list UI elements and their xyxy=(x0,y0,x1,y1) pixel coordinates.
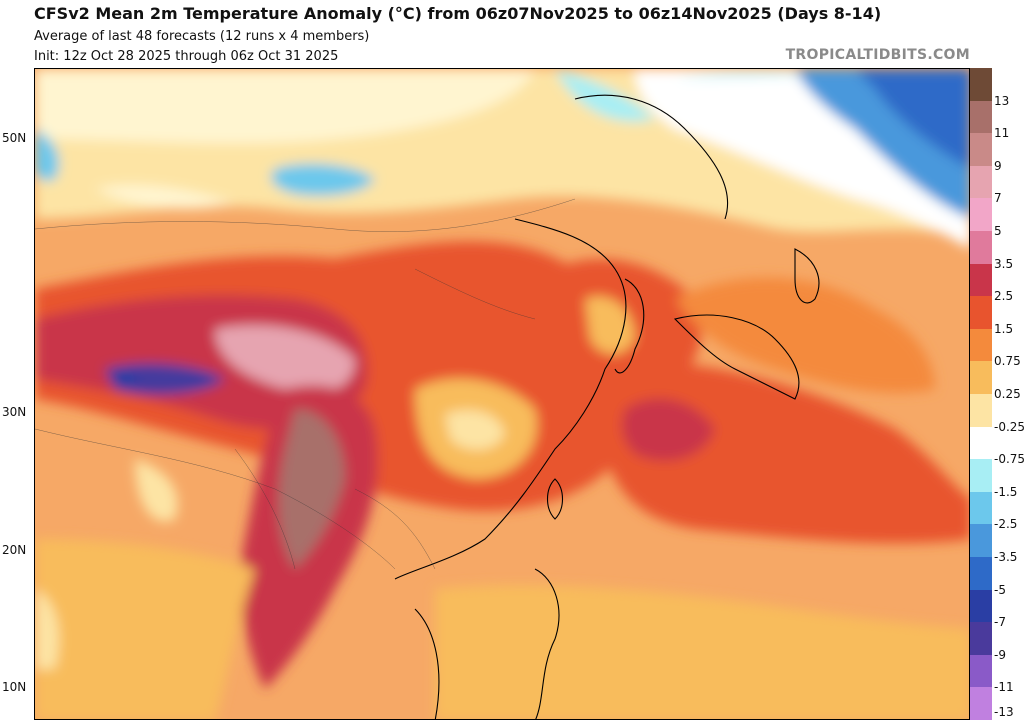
colorbar-segment xyxy=(970,524,992,558)
lat-label-20n: 20N xyxy=(2,543,27,557)
colorbar-tick-label: -3.5 xyxy=(994,550,1018,564)
colorbar-segment xyxy=(970,557,992,591)
colorbar-segment xyxy=(970,296,992,330)
colorbar-segment xyxy=(970,263,992,297)
lat-label-50n: 50N xyxy=(2,131,27,145)
colorbar-tick-label: -0.75 xyxy=(994,452,1024,467)
colorbar-tick-label: -1.5 xyxy=(994,484,1018,499)
colorbar-segment xyxy=(970,133,992,167)
colorbar-segment xyxy=(970,459,992,493)
colorbar-tick-label: -11 xyxy=(994,680,1014,695)
chart-title: CFSv2 Mean 2m Temperature Anomaly (°C) f… xyxy=(34,4,882,23)
colorbar-segment xyxy=(970,328,992,362)
colorbar-segment xyxy=(970,622,992,656)
colorbar-tick-label: 2.5 xyxy=(994,289,1014,304)
colorbar-segment xyxy=(970,361,992,395)
lat-label-30n: 30N xyxy=(2,405,27,419)
colorbar-segment xyxy=(970,165,992,199)
colorbar-tick-label: -7 xyxy=(994,615,1006,630)
site-watermark: TROPICALTIDBITS.COM xyxy=(785,47,970,63)
colorbar-tick-label: -0.25 xyxy=(994,419,1024,434)
colorbar-tick-label: 3.5 xyxy=(994,256,1014,271)
colorbar-segment xyxy=(970,687,992,720)
colorbar-segment xyxy=(970,589,992,623)
anomaly-map xyxy=(34,68,970,720)
chart-subtitle: Average of last 48 forecasts (12 runs x … xyxy=(34,29,370,44)
colorbar-tick-label: 0.75 xyxy=(994,354,1021,369)
lat-label-10n: 10N xyxy=(2,680,27,694)
colorbar-tick-label: 11 xyxy=(994,126,1010,141)
colorbar-segment xyxy=(970,198,992,232)
map-canvas xyxy=(35,69,969,719)
colorbar-segment xyxy=(970,491,992,525)
init-time: Init: 12z Oct 28 2025 through 06z Oct 31… xyxy=(34,49,339,64)
colorbar-tick-label: 0.25 xyxy=(994,387,1021,401)
colorbar-segment xyxy=(970,100,992,134)
colorbar-tick-label: -9 xyxy=(994,647,1006,662)
colorbar-tick-label: 7 xyxy=(994,191,1002,206)
colorbar-segment xyxy=(970,394,992,428)
colorbar-tick-label: -5 xyxy=(994,582,1006,597)
colorbar-tick-label: 13 xyxy=(994,93,1010,108)
colorbar-segment xyxy=(970,654,992,688)
colorbar-segment xyxy=(970,231,992,265)
colorbar-segment xyxy=(970,426,992,460)
colorbar-segment xyxy=(970,68,992,102)
colorbar xyxy=(970,68,992,720)
colorbar-tick-label: 9 xyxy=(994,158,1002,173)
colorbar-tick-label: 5 xyxy=(994,224,1002,238)
colorbar-tick-label: -13 xyxy=(994,705,1014,719)
colorbar-tick-label: 1.5 xyxy=(994,321,1014,336)
colorbar-tick-label: -2.5 xyxy=(994,517,1018,532)
